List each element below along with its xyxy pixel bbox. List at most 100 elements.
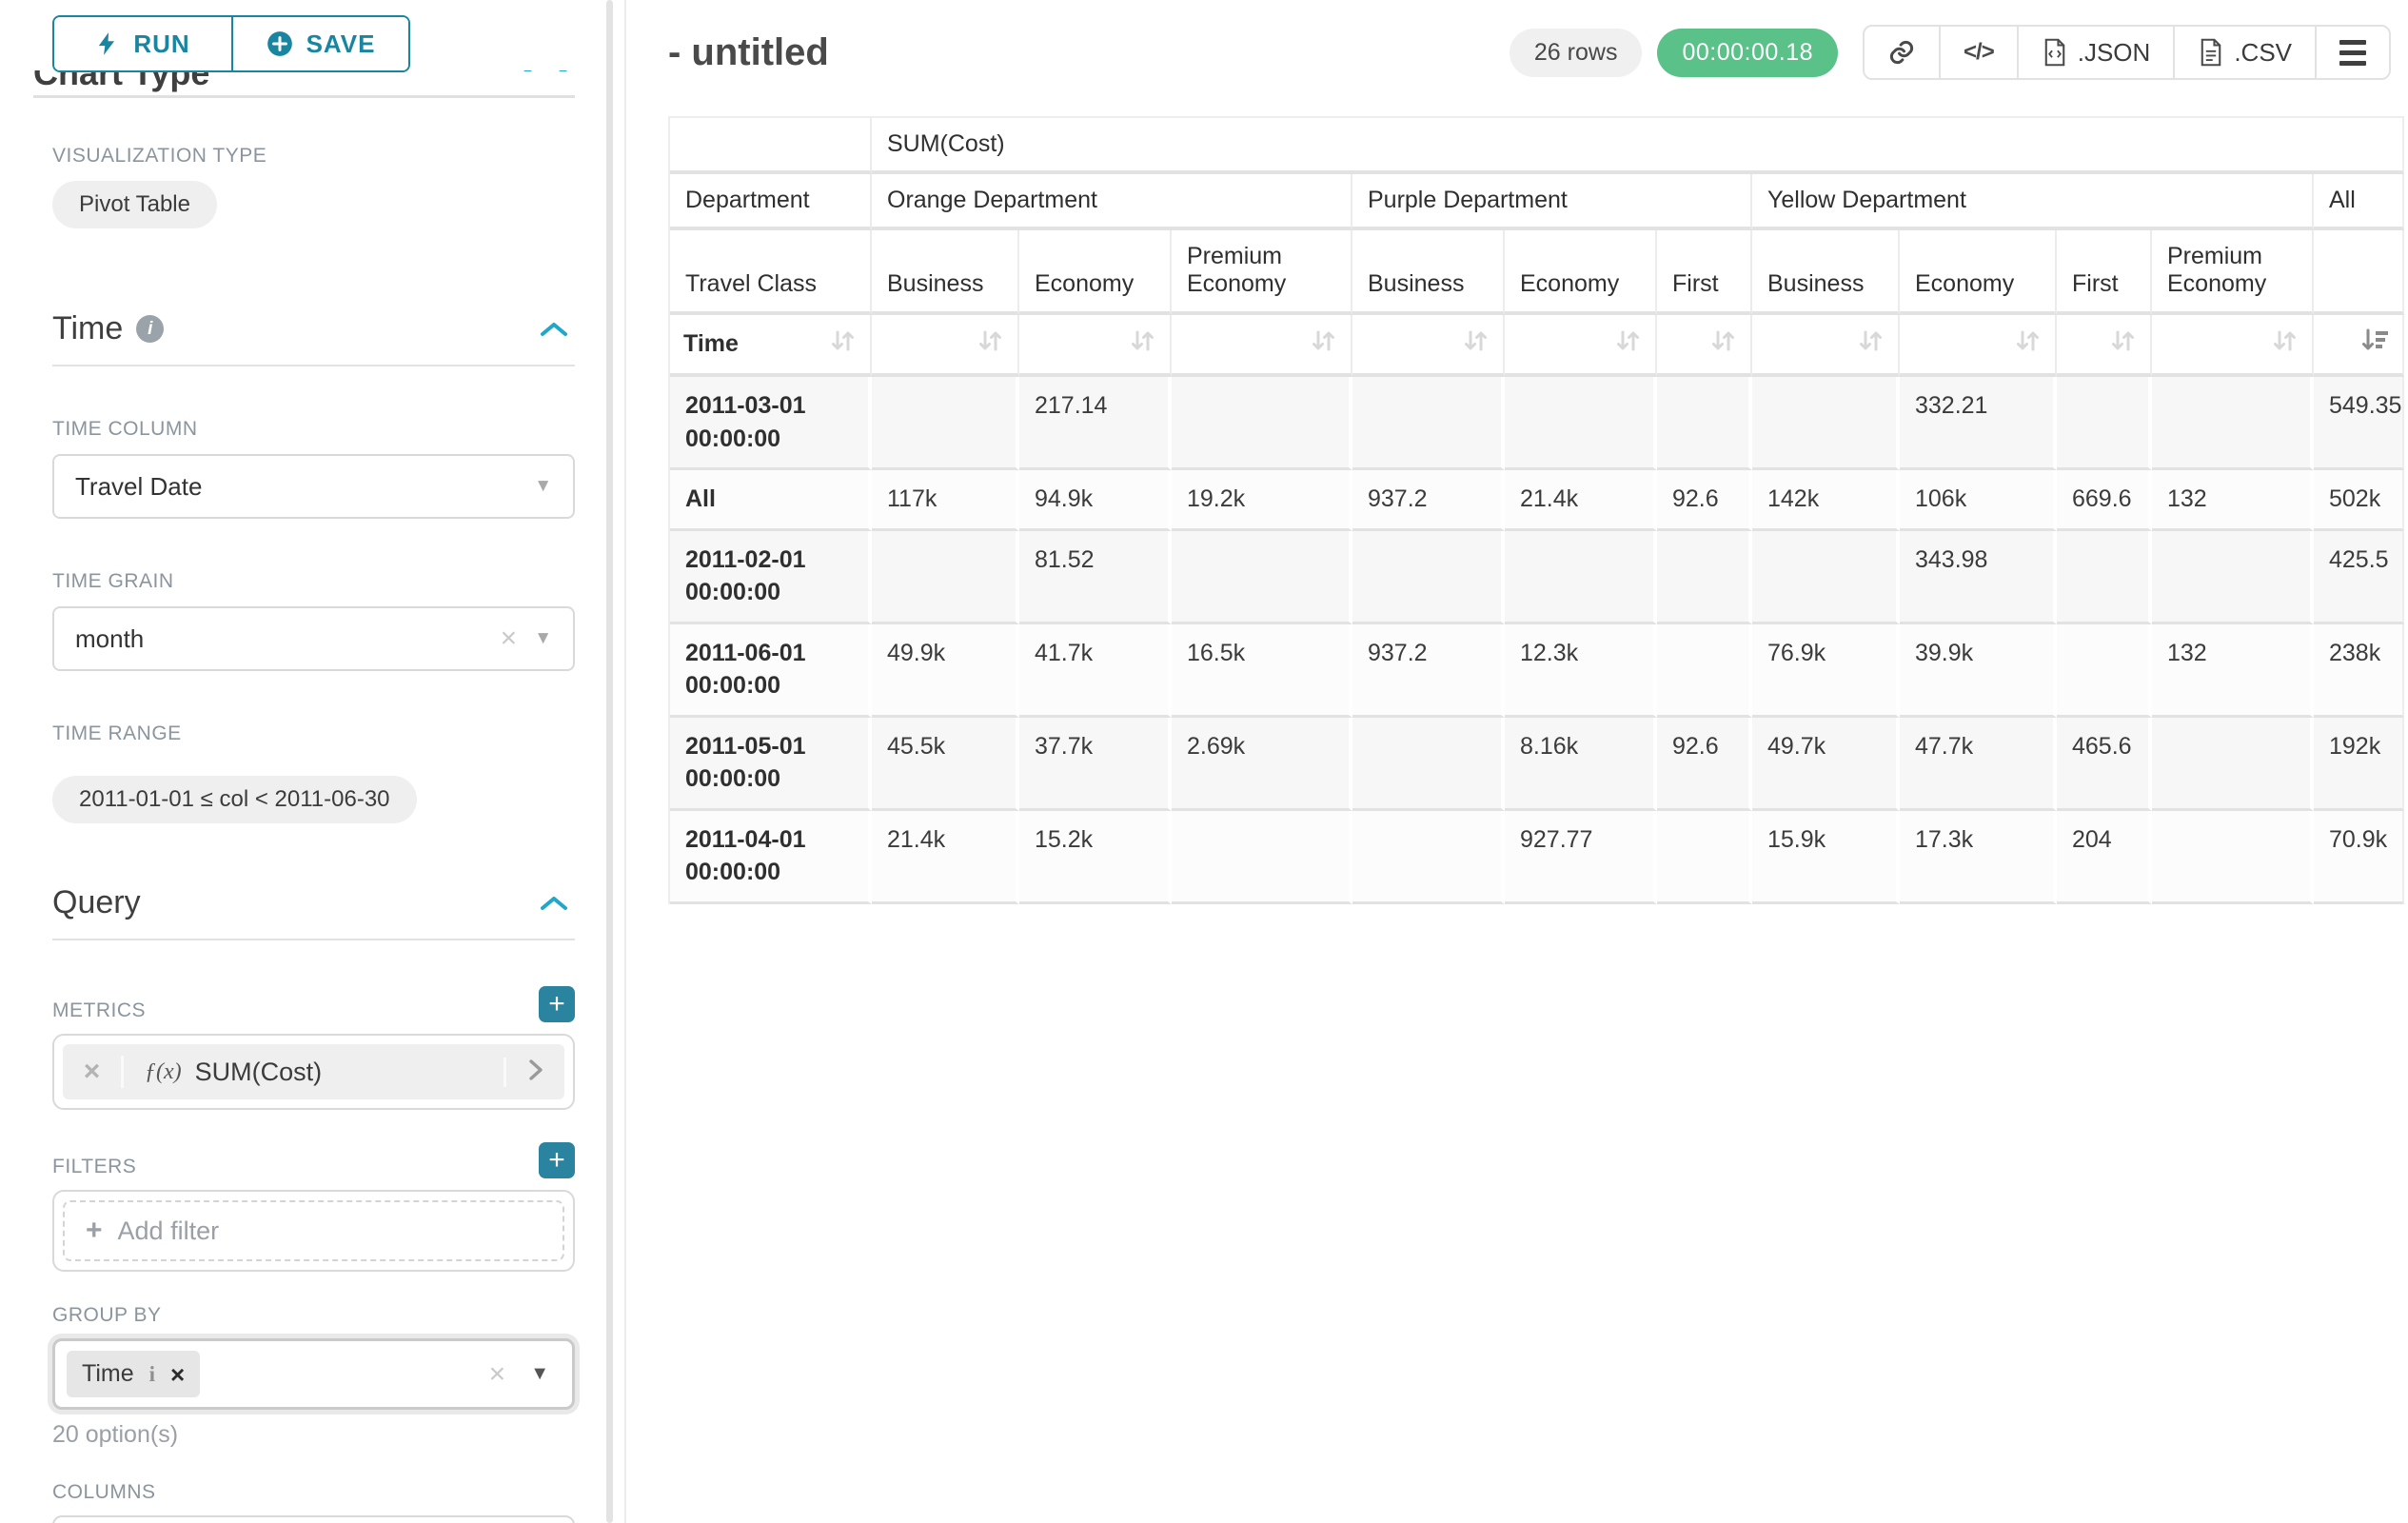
group-by-chip[interactable]: Time i × xyxy=(67,1351,201,1397)
sort-toggle-icon[interactable] xyxy=(1128,326,1156,362)
column-sort-cell xyxy=(1172,315,1352,377)
column-sort-cell xyxy=(872,315,1019,377)
travel-class-header: Business xyxy=(872,230,1019,315)
caret-down-icon[interactable]: ▼ xyxy=(530,1363,549,1384)
pivot-value-cell: 92.6 xyxy=(1657,717,1752,811)
chip-remove-icon[interactable]: × xyxy=(170,1359,186,1389)
metrics-label: METRICS xyxy=(52,999,146,1021)
time-range-value[interactable]: 2011-01-01 ≤ col < 2011-06-30 xyxy=(52,776,417,823)
collapse-chevron-icon[interactable] xyxy=(539,320,569,339)
pivot-value-cell: 2.69k xyxy=(1172,717,1352,811)
travel-class-header xyxy=(2314,230,2404,315)
column-sort-cell xyxy=(1352,315,1505,377)
chart-title[interactable]: - untitled xyxy=(668,30,829,73)
export-json-label: .JSON xyxy=(2077,37,2151,67)
travel-class-header: Business xyxy=(1352,230,1505,315)
sort-toggle-icon[interactable] xyxy=(976,326,1004,362)
pivot-value-cell xyxy=(1352,377,1505,470)
group-by-chips: Time i × xyxy=(67,1351,429,1397)
column-sort-cell xyxy=(1752,315,1900,377)
clear-icon[interactable]: × xyxy=(488,1357,506,1390)
time-section-header: Time i xyxy=(52,310,575,347)
expand-metric-icon[interactable] xyxy=(503,1057,564,1087)
sort-toggle-icon[interactable] xyxy=(2108,326,2137,362)
pivot-value-cell: 45.5k xyxy=(872,717,1019,811)
pivot-table: SUM(Cost) Department Orange Department Purp… xyxy=(668,116,2404,904)
column-sort-cell xyxy=(1657,315,1752,377)
group-by-select[interactable]: Time i × × ▼ xyxy=(52,1338,575,1410)
travel-class-header: Premium Economy xyxy=(2152,230,2314,315)
run-button[interactable]: RUN xyxy=(54,17,231,70)
sort-toggle-icon[interactable] xyxy=(1309,326,1337,362)
sort-toggle-icon[interactable] xyxy=(828,326,857,362)
add-filter-button[interactable]: + xyxy=(539,1142,575,1178)
column-sort-cell xyxy=(1019,315,1172,377)
pivot-value-cell: 76.9k xyxy=(1752,623,1900,718)
pivot-data-row: 2011-05-01 00:00:00 45.5k 37.7k 2.69k 8.16k 9… xyxy=(670,717,2404,811)
add-filter-dropzone[interactable]: + Add filter xyxy=(63,1200,564,1261)
sort-descending-active-icon[interactable] xyxy=(2360,326,2389,362)
pivot-value-cell: 70.9k xyxy=(2314,810,2404,904)
pivot-value-cell: 927.77 xyxy=(1505,810,1657,904)
pivot-value-cell: 37.7k xyxy=(1019,717,1172,811)
pivot-value-cell: 332.21 xyxy=(1900,377,2057,470)
sort-toggle-icon[interactable] xyxy=(1708,326,1737,362)
sort-toggle-icon[interactable] xyxy=(1856,326,1885,362)
pivot-value-cell xyxy=(1752,377,1900,470)
sort-toggle-icon[interactable] xyxy=(2013,326,2042,362)
view-query-button[interactable]: </> xyxy=(1939,25,2019,80)
pivot-value-cell: 106k xyxy=(1900,470,2057,531)
pivot-value-cell xyxy=(1657,377,1752,470)
pivot-value-cell xyxy=(1352,530,1505,624)
sort-header-row: Time xyxy=(670,315,2404,377)
pivot-value-cell xyxy=(2152,377,2314,470)
travel-class-header: Economy xyxy=(1900,230,2057,315)
group-by-options-hint: 20 option(s) xyxy=(52,1421,179,1448)
visualization-type-value[interactable]: Pivot Table xyxy=(52,181,217,228)
time-column-select[interactable]: Travel Date ▼ xyxy=(52,454,575,519)
code-icon: </> xyxy=(1964,39,1995,65)
pivot-value-cell: 16.5k xyxy=(1172,623,1352,718)
pivot-value-cell: 204 xyxy=(2057,810,2152,904)
visualization-type-label: VISUALIZATION TYPE xyxy=(52,145,267,167)
department-header-row: Department Orange Department Purple Depart… xyxy=(670,174,2404,230)
remove-metric-icon[interactable]: × xyxy=(63,1056,124,1088)
travel-class-header: First xyxy=(1657,230,1752,315)
pivot-value-cell: 217.14 xyxy=(1019,377,1172,470)
sort-toggle-icon[interactable] xyxy=(1461,326,1490,362)
columns-select[interactable]: Department×Travel Class× × ▼ xyxy=(52,1515,575,1523)
export-toolbar: </> .JSON .CSV xyxy=(1863,25,2391,80)
export-json-button[interactable]: .JSON xyxy=(2016,25,2176,80)
add-metric-button[interactable]: + xyxy=(539,986,575,1022)
sort-toggle-icon[interactable] xyxy=(1613,326,1642,362)
sort-toggle-icon[interactable] xyxy=(2270,326,2299,362)
pivot-value-cell xyxy=(1172,530,1352,624)
save-button[interactable]: SAVE xyxy=(231,17,408,70)
columns-label: COLUMNS xyxy=(52,1481,156,1503)
clear-icon[interactable]: × xyxy=(500,623,518,654)
export-csv-button[interactable]: .CSV xyxy=(2173,25,2317,80)
pivot-value-cell: 94.9k xyxy=(1019,470,1172,531)
pivot-value-cell xyxy=(1657,530,1752,624)
time-grain-select[interactable]: month × ▼ xyxy=(52,606,575,671)
pivot-data-row: 2011-03-01 00:00:00 217.14 332.21 549.35 xyxy=(670,377,2404,470)
menu-button[interactable] xyxy=(2315,25,2391,80)
collapse-chevron-icon[interactable] xyxy=(539,894,569,913)
pivot-value-cell: 117k xyxy=(872,470,1019,531)
hamburger-icon xyxy=(2339,39,2366,66)
pivot-value-cell: 41.7k xyxy=(1019,623,1172,718)
row-label-cell: 2011-06-01 00:00:00 xyxy=(670,623,872,718)
panel-scrollbar[interactable] xyxy=(606,0,613,1523)
pivot-value-cell: 15.2k xyxy=(1019,810,1172,904)
filters-header-row: FILTERS + xyxy=(52,1142,575,1178)
time-grain-value: month xyxy=(75,623,145,653)
pivot-value-cell: 937.2 xyxy=(1352,470,1505,531)
section-divider xyxy=(52,365,575,366)
pivot-value-cell: 49.9k xyxy=(872,623,1019,718)
pivot-value-cell xyxy=(2152,810,2314,904)
metric-pill[interactable]: × ƒ(x) SUM(Cost) xyxy=(63,1044,564,1099)
short-link-button[interactable] xyxy=(1863,25,1942,80)
travel-class-header-row: Travel Class Business Economy Premium Econo… xyxy=(670,230,2404,315)
plus-circle-icon xyxy=(266,31,292,56)
pivot-value-cell xyxy=(1505,530,1657,624)
